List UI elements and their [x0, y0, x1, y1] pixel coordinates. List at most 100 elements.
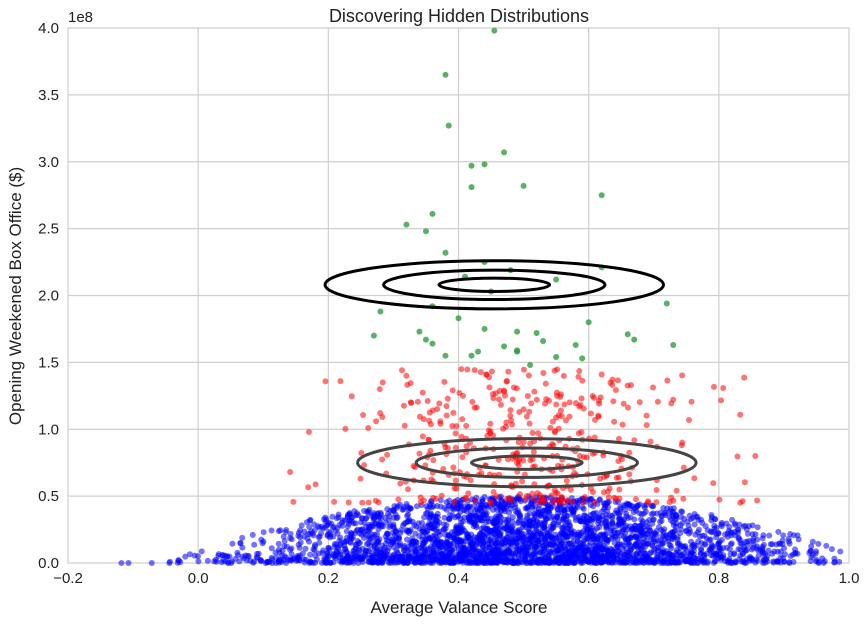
- blue-point: [247, 557, 254, 564]
- blue-point: [599, 513, 606, 520]
- blue-point: [641, 510, 648, 517]
- blue-point: [760, 556, 767, 563]
- green-point: [442, 249, 449, 256]
- blue-point: [295, 532, 302, 539]
- red-point: [710, 480, 717, 487]
- red-point: [710, 383, 717, 390]
- blue-point: [566, 522, 573, 529]
- red-point: [503, 377, 510, 384]
- blue-point: [575, 557, 582, 564]
- blue-point: [473, 524, 480, 531]
- blue-point: [419, 559, 426, 566]
- red-point: [358, 450, 365, 457]
- blue-point: [600, 546, 607, 553]
- blue-point: [621, 551, 628, 558]
- red-point: [578, 395, 585, 402]
- blue-point: [732, 521, 739, 528]
- blue-point: [479, 496, 486, 503]
- green-point: [422, 228, 429, 235]
- blue-point: [315, 534, 322, 541]
- red-point: [416, 450, 423, 457]
- blue-point: [397, 529, 404, 536]
- blue-point: [695, 526, 702, 533]
- red-point: [379, 456, 386, 463]
- blue-point: [279, 552, 286, 559]
- red-point: [472, 497, 479, 504]
- blue-point: [588, 559, 595, 566]
- red-point: [566, 399, 573, 406]
- red-point: [616, 486, 623, 493]
- blue-point: [302, 556, 309, 563]
- blue-point: [283, 559, 290, 566]
- contour-ring: [323, 259, 666, 311]
- blue-point: [356, 550, 363, 557]
- blue-point: [441, 521, 448, 528]
- y-tick-label: 2.0: [38, 288, 59, 305]
- blue-point: [389, 536, 396, 543]
- red-point: [322, 378, 329, 385]
- blue-point: [395, 534, 402, 541]
- blue-point: [590, 550, 597, 557]
- blue-point: [526, 510, 533, 517]
- blue-point: [622, 536, 629, 543]
- red-point: [443, 403, 450, 410]
- red-point: [419, 389, 426, 396]
- red-point: [487, 499, 494, 506]
- blue-point: [712, 558, 719, 565]
- blue-point: [368, 554, 375, 561]
- red-point: [680, 464, 687, 471]
- red-point: [331, 498, 338, 505]
- blue-point: [748, 546, 755, 553]
- red-point: [441, 378, 448, 385]
- blue-point: [401, 547, 408, 554]
- red-point: [653, 499, 660, 506]
- green-point: [533, 329, 540, 336]
- red-point: [403, 372, 410, 379]
- red-point: [485, 427, 492, 434]
- green-point: [481, 325, 488, 332]
- blue-point: [194, 553, 201, 560]
- red-point: [612, 495, 619, 502]
- blue-point: [598, 508, 605, 515]
- red-point: [375, 499, 382, 506]
- blue-point: [708, 512, 715, 519]
- blue-point: [287, 530, 294, 537]
- blue-point: [251, 541, 258, 548]
- red-point: [535, 499, 542, 506]
- blue-point: [712, 516, 719, 523]
- blue-point: [393, 547, 400, 554]
- red-point: [312, 481, 319, 488]
- blue-point: [426, 524, 433, 531]
- blue-point: [533, 544, 540, 551]
- red-point: [529, 490, 536, 497]
- blue-point: [416, 545, 423, 552]
- red-point: [578, 429, 585, 436]
- blue-point: [419, 533, 426, 540]
- red-point: [360, 412, 367, 419]
- red-point: [467, 477, 474, 484]
- red-point: [562, 417, 569, 424]
- blue-point: [336, 537, 343, 544]
- blue-point: [718, 553, 725, 560]
- green-point: [514, 328, 521, 335]
- blue-point: [638, 526, 645, 533]
- blue-point: [672, 512, 679, 519]
- red-point: [691, 475, 698, 482]
- red-point: [451, 485, 458, 492]
- red-point: [557, 391, 564, 398]
- red-point: [558, 494, 565, 501]
- red-point: [680, 495, 687, 502]
- grid: [67, 27, 850, 564]
- red-point: [488, 368, 495, 375]
- red-point: [525, 372, 532, 379]
- green-point: [468, 352, 475, 359]
- blue-point: [686, 526, 693, 533]
- blue-point: [727, 541, 734, 548]
- blue-point: [539, 525, 546, 532]
- blue-point: [480, 523, 487, 530]
- blue-point: [461, 503, 468, 510]
- blue-point: [405, 511, 412, 518]
- red-point: [554, 366, 561, 373]
- red-point: [519, 478, 526, 485]
- blue-point: [237, 540, 244, 547]
